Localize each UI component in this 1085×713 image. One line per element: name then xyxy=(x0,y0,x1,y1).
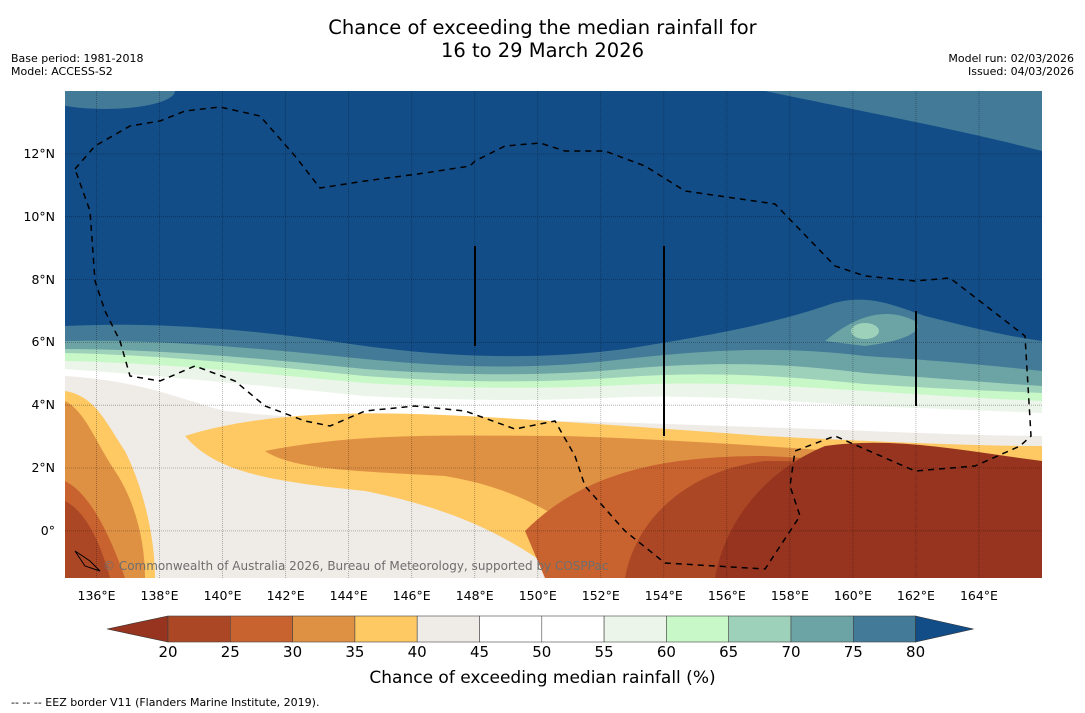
x-tick-label: 154°E xyxy=(644,588,683,603)
colorbar-tick-label: 65 xyxy=(719,643,739,661)
colorbar-segment xyxy=(479,615,543,643)
y-tick-label: 4°N xyxy=(31,397,55,413)
colorbar-over-arrow xyxy=(915,615,974,643)
x-tick-label: 148°E xyxy=(455,588,494,603)
x-tick-label: 136°E xyxy=(77,588,116,603)
title-line-1: Chance of exceeding the median rainfall … xyxy=(328,16,757,39)
contour-75-80-ne xyxy=(765,91,1042,151)
model-name: Model: ACCESS-S2 xyxy=(11,65,113,78)
contour-20-25-west xyxy=(65,501,110,578)
colorbar-tick-label: 50 xyxy=(532,643,552,661)
colorbar xyxy=(106,615,974,643)
y-tick-label: 2°N xyxy=(31,460,55,476)
x-tick-label: 146°E xyxy=(392,588,431,603)
colorbar-segment xyxy=(541,615,605,643)
x-tick-label: 144°E xyxy=(329,588,368,603)
issued-date: Issued: 04/03/2026 xyxy=(967,65,1074,78)
model-run-date: Model run: 02/03/2026 xyxy=(948,52,1074,65)
colorbar-tick-label: 25 xyxy=(220,643,240,661)
colorbar-segment xyxy=(354,615,418,643)
y-tick-label: 6°N xyxy=(31,334,55,350)
title-line-2: 16 to 29 March 2026 xyxy=(440,39,645,62)
x-tick-label: 152°E xyxy=(581,588,620,603)
y-tick-label: 0° xyxy=(40,522,55,538)
base-info: Base period: 1981-2018 Model: ACCESS-S2 xyxy=(11,52,143,78)
graticule xyxy=(65,91,1042,578)
colorbar-tick-label: 40 xyxy=(407,643,427,661)
colorbar-segment xyxy=(230,615,293,643)
contour-under-20 xyxy=(715,442,1042,578)
x-tick-label: 156°E xyxy=(707,588,746,603)
y-tick-label: 8°N xyxy=(31,271,55,287)
colorbar-segment xyxy=(852,615,916,643)
colorbar-tick-label: 75 xyxy=(843,643,863,661)
contour-65-70-island xyxy=(851,323,879,339)
island-outline xyxy=(74,550,101,572)
colorbar-tick-label: 55 xyxy=(594,643,614,661)
y-tick-label: 10°N xyxy=(23,208,55,224)
colorbar-tick-label: 35 xyxy=(345,643,365,661)
x-tick-label: 140°E xyxy=(203,588,242,603)
colorbar-label: Chance of exceeding median rainfall (%) xyxy=(369,668,716,688)
run-info: Model run: 02/03/2026 Issued: 04/03/2026 xyxy=(948,52,1074,78)
colorbar-segment xyxy=(167,615,231,643)
rainfall-map xyxy=(65,91,1042,578)
y-tick-label: 12°N xyxy=(23,145,55,161)
x-tick-label: 164°E xyxy=(959,588,998,603)
contour-75-80-nw xyxy=(65,91,175,109)
x-tick-label: 160°E xyxy=(833,588,872,603)
colorbar-segment xyxy=(666,615,730,643)
colorbar-tick-label: 70 xyxy=(781,643,801,661)
colorbar-segment xyxy=(790,615,854,643)
colorbar-tick-label: 60 xyxy=(656,643,676,661)
x-tick-label: 158°E xyxy=(770,588,809,603)
colorbar-tick-label: 45 xyxy=(469,643,490,661)
x-tick-label: 142°E xyxy=(266,588,305,603)
eez-footnote: -- -- -- EEZ border V11 (Flanders Marine… xyxy=(11,696,320,709)
x-tick-label: 150°E xyxy=(518,588,557,603)
colorbar-segment xyxy=(603,615,667,643)
colorbar-segment xyxy=(292,615,356,643)
x-tick-label: 162°E xyxy=(896,588,935,603)
copyright-credit: © Commonwealth of Australia 2026, Bureau… xyxy=(103,559,609,573)
colorbar-tick-label: 20 xyxy=(158,643,178,661)
base-period: Base period: 1981-2018 xyxy=(11,52,144,65)
colorbar-under-arrow xyxy=(106,615,169,643)
eez-border xyxy=(74,106,1032,570)
x-tick-label: 138°E xyxy=(140,588,179,603)
map-title: Chance of exceeding the median rainfall … xyxy=(0,16,1085,62)
colorbar-segment xyxy=(416,615,480,643)
colorbar-tick-label: 30 xyxy=(283,643,303,661)
colorbar-tick-label: 80 xyxy=(906,643,926,661)
colorbar-segment xyxy=(728,615,792,643)
